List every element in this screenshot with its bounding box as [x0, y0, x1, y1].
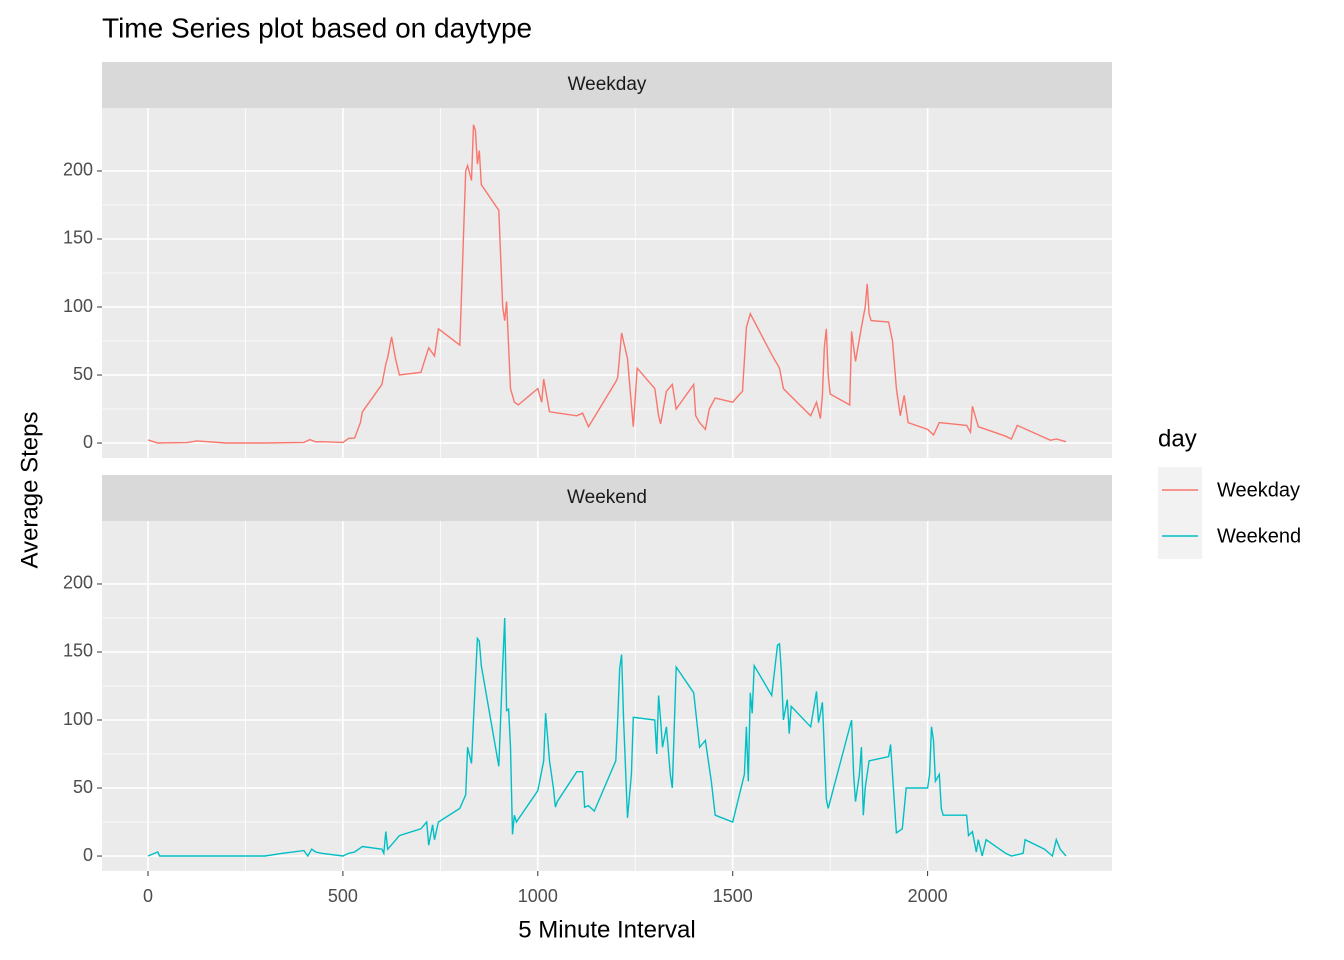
strip-label: Weekend	[567, 487, 647, 508]
x-tick-label: 2000	[908, 886, 948, 906]
x-tick-label: 1000	[518, 886, 558, 906]
legend-title: day	[1158, 425, 1197, 452]
panel	[102, 521, 1112, 871]
y-tick-label: 50	[73, 364, 93, 384]
y-tick-label: 150	[63, 228, 93, 248]
y-tick-label: 50	[73, 777, 93, 797]
y-tick-label: 100	[63, 709, 93, 729]
x-tick-label: 1500	[713, 886, 753, 906]
y-tick-label: 150	[63, 641, 93, 661]
x-axis-title: 5 Minute Interval	[518, 916, 695, 943]
x-tick-label: 500	[328, 886, 358, 906]
y-axis-title: Average Steps	[16, 412, 43, 569]
strip	[102, 62, 1112, 108]
chart-title: Time Series plot based on daytype	[102, 12, 532, 43]
panel	[102, 108, 1112, 458]
legend-label: Weekday	[1217, 479, 1300, 501]
y-tick-label: 0	[83, 432, 93, 452]
y-tick-label: 200	[63, 160, 93, 180]
y-tick-label: 0	[83, 845, 93, 865]
y-tick-label: 200	[63, 573, 93, 593]
legend-label: Weekend	[1217, 525, 1301, 547]
x-tick-label: 0	[143, 886, 153, 906]
y-tick-label: 100	[63, 296, 93, 316]
line	[147, 124, 1067, 444]
strip-label: Weekday	[568, 74, 647, 95]
line	[147, 617, 1067, 858]
strip	[102, 475, 1112, 521]
